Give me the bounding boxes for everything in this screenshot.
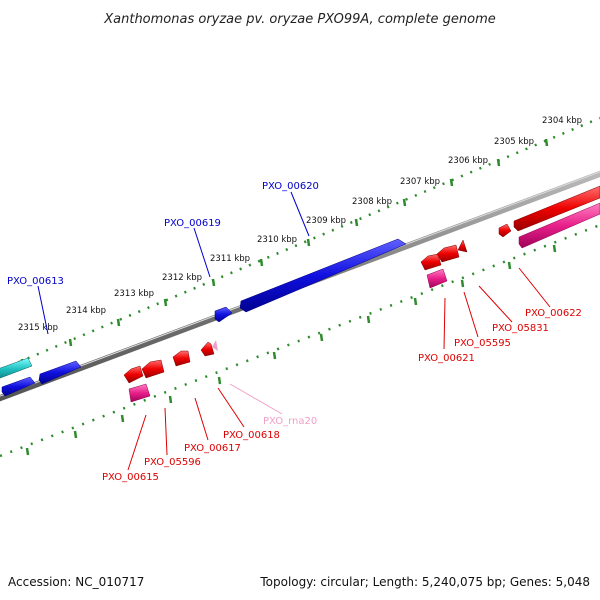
gene-label-pxo-rna20[interactable]: PXO_rna20 bbox=[263, 416, 317, 427]
gene-cyan-left[interactable] bbox=[0, 357, 33, 380]
scale-label: 2315 kbp bbox=[18, 323, 58, 333]
gene-pxo-00620[interactable] bbox=[239, 238, 407, 313]
scale-label: 2313 kbp bbox=[114, 289, 154, 299]
gene-pxo-00618[interactable] bbox=[200, 341, 215, 357]
scale-labels: 2304 kbp 2305 kbp 2306 kbp 2307 kbp 2308… bbox=[18, 116, 582, 333]
gene-red-right[interactable] bbox=[513, 185, 600, 232]
scale-label: 2304 kbp bbox=[542, 116, 582, 126]
scale-label: 2306 kbp bbox=[448, 156, 488, 166]
scale-label: 2311 kbp bbox=[210, 254, 250, 264]
upper-major-ticks bbox=[20, 138, 549, 367]
gene-pxo-00619[interactable] bbox=[214, 306, 233, 323]
gene-label-pxo-00620[interactable]: PXO_00620 bbox=[262, 181, 319, 192]
scale-label: 2307 kbp bbox=[400, 177, 440, 187]
gene-pxo-05596[interactable] bbox=[141, 359, 165, 379]
scale-label: 2309 kbp bbox=[306, 216, 346, 226]
scale-label: 2314 kbp bbox=[66, 306, 106, 316]
lower-major-ticks bbox=[25, 244, 557, 456]
gene-label-pxo-00617[interactable]: PXO_00617 bbox=[184, 443, 241, 454]
reverse-genes bbox=[123, 239, 468, 403]
gene-pxo-00613[interactable] bbox=[38, 360, 82, 385]
accession-text: Accession: NC_010717 bbox=[8, 575, 144, 589]
gene-pxo-00615-pink[interactable] bbox=[128, 383, 151, 403]
gene-pxo-00617[interactable] bbox=[172, 350, 191, 367]
gene-label-pxo-05595[interactable]: PXO_05595 bbox=[454, 338, 511, 349]
gene-label-pxo-05596[interactable]: PXO_05596 bbox=[144, 457, 201, 468]
gene-label-pxo-00615[interactable]: PXO_00615 bbox=[102, 472, 159, 483]
gene-blue-left[interactable] bbox=[1, 376, 36, 397]
forward-genes bbox=[0, 185, 600, 397]
map-title: Xanthomonas oryzae pv. oryzae PXO99A, co… bbox=[103, 12, 496, 27]
gene-label-pxo-00619[interactable]: PXO_00619 bbox=[164, 218, 221, 229]
gene-label-pxo-00622[interactable]: PXO_00622 bbox=[525, 308, 582, 319]
scale-label: 2312 kbp bbox=[162, 273, 202, 283]
leader-lines bbox=[37, 191, 551, 471]
gene-pxo-00621-pink[interactable] bbox=[426, 268, 448, 289]
scale-label: 2305 kbp bbox=[494, 137, 534, 147]
gene-pxo-05595[interactable] bbox=[436, 244, 460, 263]
gene-red-small-right[interactable] bbox=[498, 223, 512, 238]
gene-pxo-05831[interactable] bbox=[457, 239, 468, 253]
scale-label: 2310 kbp bbox=[257, 235, 297, 245]
gene-pxo-00615[interactable] bbox=[123, 365, 144, 384]
gene-pink-right[interactable] bbox=[518, 202, 600, 249]
topology-text: Topology: circular; Length: 5,240,075 bp… bbox=[259, 575, 590, 589]
gene-pxo-rna20[interactable] bbox=[212, 340, 218, 351]
gene-label-pxo-00621[interactable]: PXO_00621 bbox=[418, 353, 475, 364]
gene-label-pxo-00618[interactable]: PXO_00618 bbox=[223, 430, 280, 441]
gene-labels: PXO_00613 PXO_00619 PXO_00620 PXO_00615 … bbox=[7, 181, 582, 483]
gene-label-pxo-00613[interactable]: PXO_00613 bbox=[7, 276, 64, 287]
gene-pxo-00621[interactable] bbox=[420, 253, 442, 271]
gene-label-pxo-05831[interactable]: PXO_05831 bbox=[492, 323, 549, 334]
scale-label: 2308 kbp bbox=[352, 197, 392, 207]
